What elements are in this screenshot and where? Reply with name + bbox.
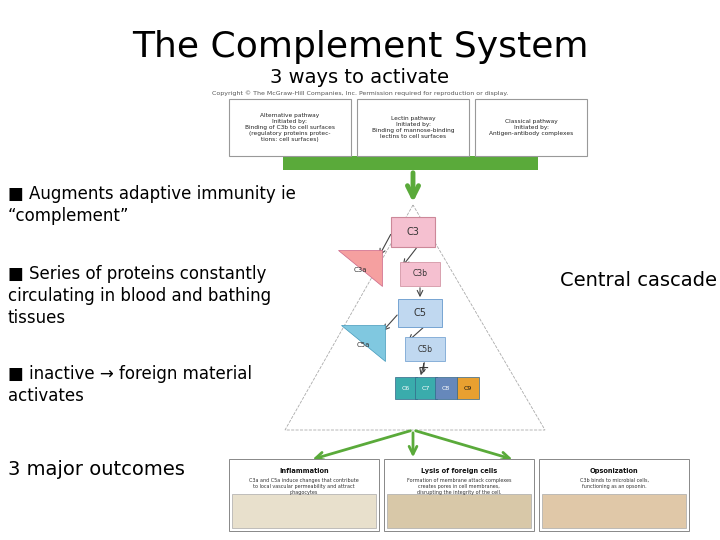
Text: C3a and C5a induce changes that contribute
to local vascular permeability and at: C3a and C5a induce changes that contribu… — [249, 478, 359, 495]
Text: Copyright © The McGraw-Hill Companies, Inc. Permission required for reproduction: Copyright © The McGraw-Hill Companies, I… — [212, 90, 508, 96]
FancyBboxPatch shape — [391, 217, 435, 247]
Bar — [232, 494, 376, 528]
Text: Inflammation: Inflammation — [279, 468, 329, 474]
Text: Formation of membrane attack complexes
creates pores in cell membranes,
disrupti: Formation of membrane attack complexes c… — [407, 478, 511, 495]
FancyBboxPatch shape — [435, 377, 457, 399]
Bar — [524, 155, 538, 163]
Text: Lectin pathway
Initiated by:
Binding of mannose-binding
lectins to cell surfaces: Lectin pathway Initiated by: Binding of … — [372, 116, 454, 139]
Text: C9: C9 — [464, 386, 472, 390]
Text: C5a: C5a — [356, 342, 369, 348]
Text: C8: C8 — [442, 386, 450, 390]
FancyBboxPatch shape — [539, 459, 689, 531]
FancyBboxPatch shape — [229, 99, 351, 156]
Text: C6: C6 — [402, 386, 410, 390]
Text: C3b: C3b — [413, 269, 428, 279]
Text: C3: C3 — [407, 227, 420, 237]
Text: Alternative pathway
Initiated by:
Binding of C3b to cell surfaces
(regulatory pr: Alternative pathway Initiated by: Bindin… — [245, 113, 335, 143]
FancyBboxPatch shape — [229, 459, 379, 531]
Text: +: + — [417, 361, 429, 375]
Text: C5b: C5b — [418, 345, 433, 354]
Text: C7: C7 — [422, 386, 430, 390]
Bar — [542, 494, 686, 528]
Text: ■ inactive → foreign material
activates: ■ inactive → foreign material activates — [8, 365, 252, 405]
FancyBboxPatch shape — [395, 377, 417, 399]
FancyBboxPatch shape — [457, 377, 479, 399]
Text: Opsonization: Opsonization — [590, 468, 639, 474]
Bar — [283, 156, 538, 170]
Bar — [283, 155, 297, 163]
Polygon shape — [338, 250, 382, 286]
Text: ■ Series of proteins constantly
circulating in blood and bathing
tissues: ■ Series of proteins constantly circulat… — [8, 265, 271, 327]
Bar — [406, 155, 420, 163]
Polygon shape — [341, 325, 385, 361]
Text: C3b binds to microbial cells,
functioning as an opsonin.: C3b binds to microbial cells, functionin… — [580, 478, 649, 489]
Text: ■ Augments adaptive immunity ie
“complement”: ■ Augments adaptive immunity ie “complem… — [8, 185, 296, 225]
FancyBboxPatch shape — [357, 99, 469, 156]
Text: 3 major outcomes: 3 major outcomes — [8, 460, 185, 479]
FancyBboxPatch shape — [405, 337, 445, 361]
Text: Classical pathway
Initiated by:
Antigen-antibody complexes: Classical pathway Initiated by: Antigen-… — [489, 119, 573, 136]
Bar — [387, 494, 531, 528]
Text: The Complement System: The Complement System — [132, 30, 588, 64]
FancyBboxPatch shape — [398, 299, 442, 327]
FancyBboxPatch shape — [384, 459, 534, 531]
FancyBboxPatch shape — [415, 377, 437, 399]
Text: Central cascade: Central cascade — [560, 271, 717, 289]
Text: C3a: C3a — [354, 267, 366, 273]
FancyBboxPatch shape — [400, 262, 440, 286]
Text: 3 ways to activate: 3 ways to activate — [271, 68, 449, 87]
Text: Lysis of foreign cells: Lysis of foreign cells — [421, 468, 497, 474]
FancyBboxPatch shape — [475, 99, 587, 156]
Text: C5: C5 — [413, 308, 426, 318]
